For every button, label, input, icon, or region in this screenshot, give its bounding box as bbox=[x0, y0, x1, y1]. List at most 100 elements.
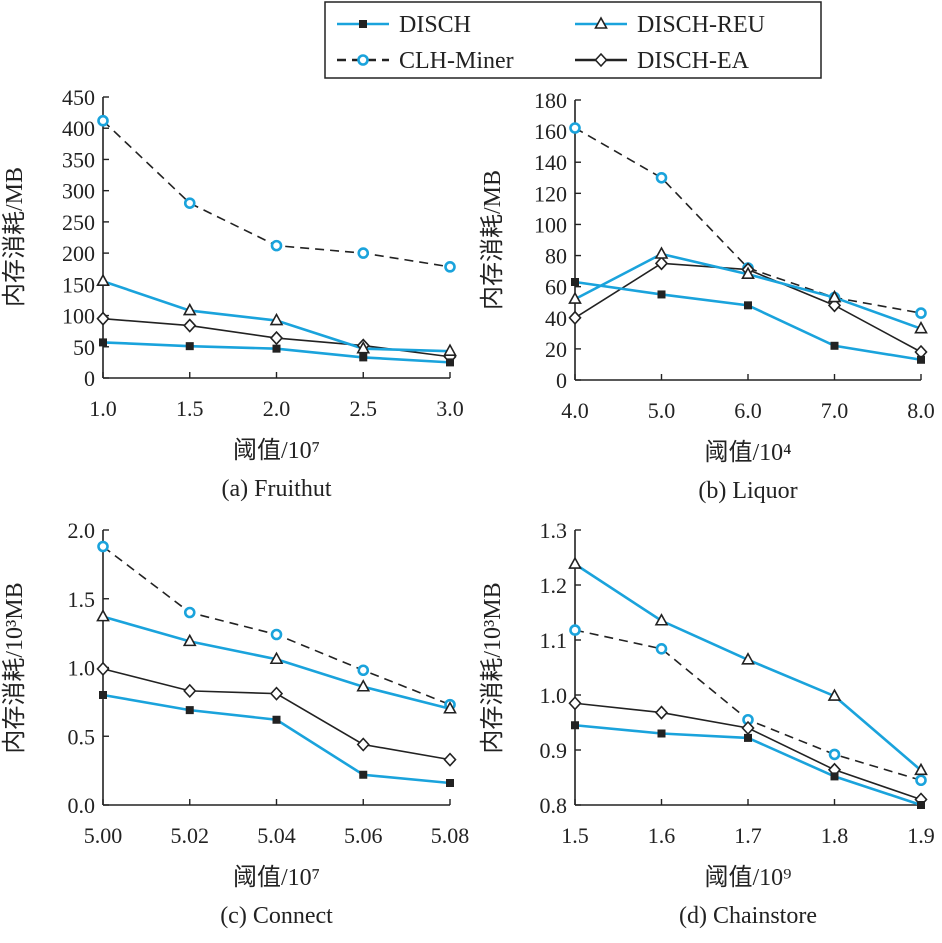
data-point-disch-reu bbox=[443, 701, 457, 714]
data-point-disch-ea bbox=[269, 330, 284, 346]
x-tick-label: 2.0 bbox=[263, 396, 291, 421]
legend-marker bbox=[594, 16, 608, 29]
y-tick-label: 80 bbox=[545, 244, 567, 269]
legend-label: CLH-Miner bbox=[399, 48, 514, 74]
data-point-disch-ea bbox=[568, 310, 582, 325]
y-tick-label: 1.0 bbox=[540, 683, 568, 708]
x-axis-label: 阈值/10⁷ bbox=[233, 437, 320, 464]
y-tick-label: 50 bbox=[73, 335, 95, 360]
data-point-disch bbox=[185, 342, 194, 351]
data-point-clh-miner bbox=[270, 628, 283, 641]
y-tick-label: 0.9 bbox=[540, 738, 568, 763]
y-tick-label: 400 bbox=[62, 116, 95, 141]
data-point-disch-ea bbox=[269, 686, 284, 701]
y-tick-label: 60 bbox=[545, 275, 567, 300]
y-tick-label: 1.2 bbox=[540, 573, 568, 598]
data-point-disch-ea bbox=[568, 696, 582, 711]
y-tick-label: 0.0 bbox=[68, 793, 96, 818]
chart-panel-4: 0.8 0.9 1.0 1.1 1.2 1.3 1.5 1.6 1.7 1.8 1.9 阈值/10⁹ 内… bbox=[479, 518, 935, 929]
data-point-clh-miner bbox=[97, 114, 109, 127]
x-tick-label: 7.0 bbox=[821, 398, 849, 423]
x-tick-label: 5.02 bbox=[171, 823, 210, 848]
data-point-disch-reu bbox=[96, 273, 110, 287]
chart-panel-1: 0 50 100 150 200 250 300 350 400 450 1.0 1.5 2.0 2.5 3… bbox=[1, 85, 464, 502]
data-point-disch bbox=[446, 779, 454, 787]
series-line-clh-miner bbox=[574, 127, 922, 314]
legend-marker bbox=[594, 52, 608, 68]
data-point-disch-reu bbox=[356, 340, 371, 354]
legend-item-disch-ea: DISCH-EA bbox=[575, 48, 750, 74]
data-point-disch-reu bbox=[356, 679, 371, 692]
y-tick-label: 20 bbox=[545, 337, 567, 362]
x-tick-label: 4.0 bbox=[561, 398, 589, 423]
x-tick-label: 6.0 bbox=[734, 398, 762, 423]
x-tick-label: 1.5 bbox=[176, 396, 204, 421]
x-tick-label: 5.06 bbox=[344, 823, 383, 848]
data-point-disch-reu bbox=[914, 762, 928, 776]
data-point-clh-miner bbox=[655, 642, 668, 655]
y-axis-label: 内存消耗/MB bbox=[1, 167, 28, 307]
y-tick-label: 1.1 bbox=[540, 628, 568, 653]
x-tick-label: 2.5 bbox=[350, 396, 378, 421]
data-point-disch bbox=[571, 721, 579, 730]
legend: DISCH DISCH-REU CLH-Miner DISCH-EA bbox=[324, 1, 822, 79]
data-point-disch-ea bbox=[96, 311, 110, 326]
series-line-clh-miner bbox=[102, 545, 451, 706]
data-point-disch-ea bbox=[96, 661, 110, 677]
data-point-disch bbox=[571, 278, 579, 286]
data-point-disch bbox=[185, 706, 194, 715]
data-point-clh-miner bbox=[655, 171, 668, 184]
y-axis-label: 内存消耗/10³MB bbox=[1, 582, 28, 753]
data-point-disch-ea bbox=[356, 737, 370, 752]
x-tick-label: 1.8 bbox=[821, 823, 849, 848]
legend-box bbox=[324, 1, 822, 79]
x-axis-label: 阈值/10⁴ bbox=[704, 439, 791, 466]
x-axis-label: 阈值/10⁷ bbox=[233, 864, 320, 891]
legend-marker bbox=[357, 54, 369, 66]
y-tick-label: 160 bbox=[534, 119, 567, 144]
data-point-disch bbox=[917, 355, 925, 364]
data-point-disch-reu bbox=[182, 633, 197, 647]
x-tick-label: 1.0 bbox=[89, 396, 117, 421]
y-tick-label: 120 bbox=[534, 181, 567, 206]
x-tick-label: 5.00 bbox=[84, 823, 123, 848]
x-tick-label: 8.0 bbox=[907, 398, 935, 423]
data-point-disch-ea bbox=[183, 683, 197, 699]
data-point-disch-reu bbox=[827, 688, 842, 701]
legend-label: DISCH bbox=[399, 12, 471, 38]
legend-marker bbox=[359, 20, 367, 28]
data-point-disch bbox=[830, 772, 839, 781]
series-line-disch bbox=[574, 280, 922, 362]
y-tick-label: 2.0 bbox=[68, 518, 96, 543]
panel-caption: (c) Connect bbox=[220, 903, 333, 929]
x-tick-label: 1.7 bbox=[734, 823, 762, 848]
data-point-disch-reu bbox=[568, 291, 582, 304]
y-tick-label: 100 bbox=[62, 304, 95, 329]
y-tick-label: 200 bbox=[62, 241, 95, 266]
panel-caption: (a) Fruithut bbox=[222, 476, 332, 502]
data-point-clh-miner bbox=[357, 247, 370, 259]
data-point-disch bbox=[99, 691, 107, 699]
x-tick-label: 5.04 bbox=[257, 823, 296, 848]
data-point-clh-miner bbox=[183, 606, 196, 619]
data-point-disch-ea bbox=[443, 752, 457, 767]
data-point-disch-reu bbox=[443, 343, 457, 356]
y-tick-label: 40 bbox=[545, 306, 567, 331]
x-tick-label: 5.08 bbox=[431, 823, 470, 848]
y-tick-label: 0 bbox=[556, 368, 567, 393]
data-point-disch bbox=[99, 338, 107, 347]
panel-caption: (b) Liquor bbox=[698, 478, 797, 504]
data-point-disch-ea bbox=[654, 256, 669, 271]
data-point-disch-ea bbox=[654, 705, 669, 720]
data-point-disch-reu bbox=[914, 321, 928, 334]
chart-panel-2: 0 20 40 60 80 100 120 140 160 180 4.0 5.0 6.0 7.0 8.0 阈… bbox=[479, 88, 935, 504]
y-tick-label: 140 bbox=[534, 150, 567, 175]
y-tick-label: 150 bbox=[62, 272, 95, 297]
data-point-disch bbox=[359, 770, 368, 779]
data-point-disch-reu bbox=[269, 312, 284, 326]
data-point-disch-reu bbox=[269, 651, 284, 665]
x-tick-label: 1.6 bbox=[648, 823, 676, 848]
series-line-disch-ea bbox=[102, 668, 451, 761]
legend-item-clh-miner: CLH-Miner bbox=[337, 48, 514, 74]
y-tick-label: 450 bbox=[62, 85, 95, 110]
